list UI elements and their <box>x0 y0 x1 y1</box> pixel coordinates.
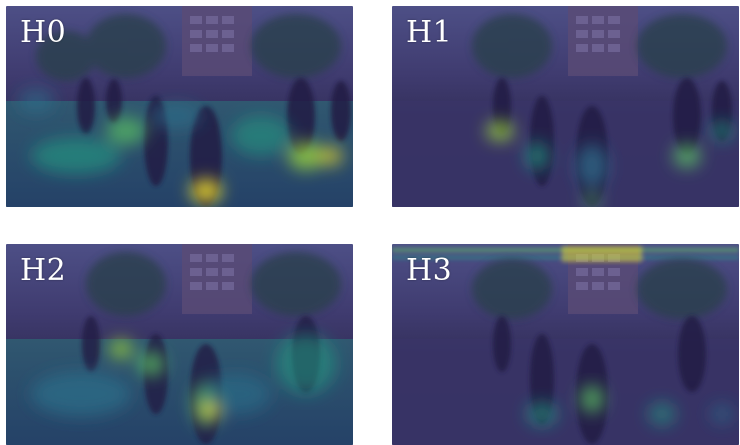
head-label: H3 <box>406 253 453 288</box>
attention-map-image <box>6 6 353 207</box>
attention-map-image <box>392 244 739 445</box>
attention-map-image <box>6 244 353 445</box>
head-label: H1 <box>406 15 453 50</box>
head-label: H0 <box>20 15 67 50</box>
attention-head-panel-h3: H3 <box>392 244 739 445</box>
attention-head-panel-h0: H0 <box>6 6 353 207</box>
attention-head-panel-h2: H2 <box>6 244 353 445</box>
attention-head-panel-h1: H1 <box>392 6 739 207</box>
attention-map-image <box>392 6 739 207</box>
head-label: H2 <box>20 253 67 288</box>
